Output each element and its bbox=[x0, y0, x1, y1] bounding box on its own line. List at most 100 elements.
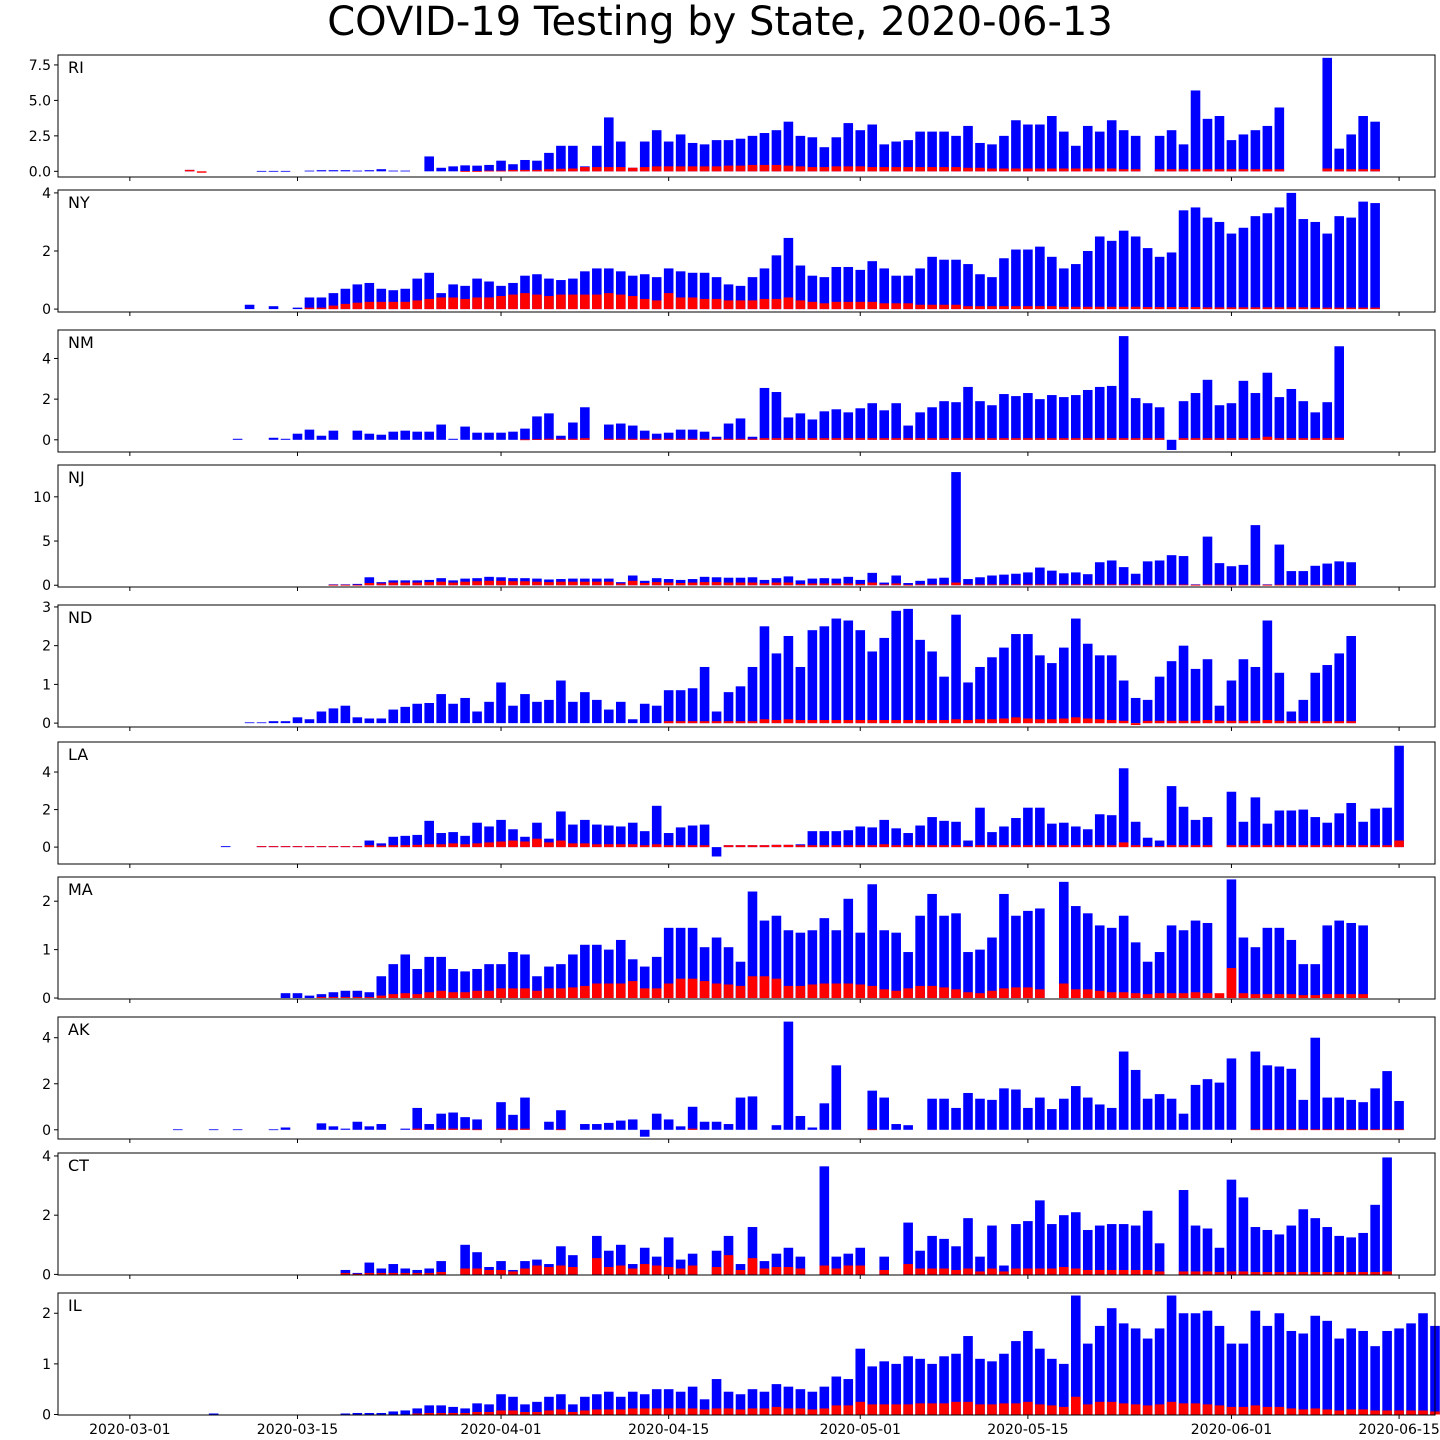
bar-total-nm bbox=[879, 410, 889, 440]
bar-positive-nj bbox=[340, 584, 351, 586]
bar-total-ct bbox=[1059, 1215, 1069, 1275]
bar-total-la bbox=[939, 820, 949, 848]
bar-positive-ri bbox=[1202, 169, 1213, 172]
bar-positive-la bbox=[364, 845, 375, 848]
bar-positive-ri bbox=[1011, 168, 1021, 172]
bar-total-ri bbox=[592, 145, 602, 172]
bar-total-nd bbox=[1214, 705, 1225, 724]
bar-total-ct bbox=[376, 1268, 387, 1275]
bar-total-ct bbox=[412, 1269, 423, 1275]
bar-total-la bbox=[879, 819, 889, 848]
y-tick-label: 10 bbox=[33, 490, 51, 506]
bar-total-nd bbox=[1023, 634, 1033, 724]
bar-positive-ny bbox=[508, 294, 518, 310]
bar-total-nm bbox=[831, 409, 842, 440]
bar-positive-ri bbox=[1214, 169, 1225, 172]
bar-positive-la bbox=[1178, 845, 1189, 848]
bar-total-la bbox=[927, 817, 937, 848]
bar-total-ri bbox=[1059, 131, 1069, 172]
bar-total-la bbox=[891, 828, 901, 848]
bar-total-ct bbox=[1274, 1234, 1285, 1275]
bar-total-la bbox=[843, 830, 854, 848]
bar-total-il bbox=[855, 1348, 866, 1415]
bar-total-nd bbox=[747, 666, 758, 724]
bar-total-ak bbox=[627, 1119, 638, 1130]
bar-total-il bbox=[723, 1391, 734, 1415]
bar-positive-ny bbox=[1106, 306, 1117, 310]
bar-total-il bbox=[508, 1396, 518, 1415]
bar-positive-ma bbox=[460, 992, 470, 999]
bar-total-nm bbox=[508, 431, 518, 440]
state-label-nm: NM bbox=[68, 333, 94, 352]
bar-total-nd bbox=[556, 680, 566, 724]
bar-total-ma bbox=[1023, 910, 1033, 999]
bar-positive-ma bbox=[999, 988, 1009, 999]
bar-positive-ma bbox=[484, 990, 494, 999]
y-tick-label: 4 bbox=[42, 1031, 51, 1047]
bar-total-ri bbox=[508, 164, 518, 172]
bar-total-ak bbox=[448, 1112, 458, 1130]
bar-positive-ri bbox=[843, 166, 854, 172]
bar-positive-la bbox=[268, 846, 279, 848]
bar-total-ak bbox=[651, 1113, 662, 1130]
bar-total-ri bbox=[819, 147, 830, 172]
bar-positive-ma bbox=[651, 988, 662, 999]
bar-total-ny bbox=[556, 280, 566, 310]
bar-positive-ri bbox=[1082, 168, 1093, 172]
bar-positive-la bbox=[639, 845, 650, 848]
bar-total-ri bbox=[1130, 135, 1141, 172]
bar-total-ri bbox=[496, 160, 506, 172]
bar-positive-nj bbox=[424, 582, 434, 586]
bar-positive-nm bbox=[747, 438, 758, 440]
bar-total-la bbox=[1166, 786, 1177, 848]
bar-total-nd bbox=[1190, 668, 1201, 724]
bar-positive-nj bbox=[663, 582, 674, 586]
y-tick-label: 2 bbox=[42, 894, 51, 910]
bar-total-ct bbox=[604, 1250, 614, 1275]
bar-total-ma bbox=[448, 968, 458, 999]
bar-total-ny bbox=[963, 264, 973, 310]
bar-positive-la bbox=[316, 846, 327, 848]
bar-positive-ct bbox=[687, 1265, 698, 1275]
bar-total-nj bbox=[831, 578, 842, 586]
bar-total-nd bbox=[723, 692, 734, 724]
bar-positive-nm bbox=[723, 438, 734, 440]
bar-positive-nj bbox=[520, 581, 530, 586]
bar-total-ak bbox=[316, 1123, 327, 1130]
bar-positive-nj bbox=[1238, 584, 1249, 586]
bar-positive-il bbox=[951, 1401, 961, 1415]
bar-total-nd bbox=[328, 708, 339, 724]
bar-total-nd bbox=[484, 701, 494, 724]
bar-positive-ri bbox=[556, 168, 566, 172]
bar-total-nj bbox=[1346, 562, 1356, 586]
bar-total-ak bbox=[879, 1097, 889, 1130]
bar-total-ri bbox=[963, 125, 973, 172]
bar-total-nm bbox=[544, 413, 554, 440]
bar-positive-ct bbox=[1370, 1272, 1380, 1275]
bar-total-ct bbox=[615, 1244, 626, 1275]
bar-positive-ma bbox=[747, 976, 758, 999]
bar-total-nj bbox=[1238, 564, 1249, 586]
bar-total-il bbox=[891, 1363, 901, 1415]
bar-total-nm bbox=[651, 433, 662, 440]
bar-total-nm bbox=[735, 418, 746, 440]
bar-positive-ct bbox=[711, 1267, 722, 1275]
bar-total-nj bbox=[1118, 567, 1129, 586]
bar-total-nj bbox=[807, 578, 818, 586]
bar-total-ct bbox=[592, 1235, 602, 1275]
bar-total-ny bbox=[975, 274, 985, 310]
bar-total-il bbox=[1406, 1323, 1416, 1415]
bar-total-ma bbox=[1178, 930, 1189, 999]
bar-positive-ny bbox=[831, 301, 842, 310]
bar-positive-ri bbox=[807, 167, 818, 172]
bar-total-ct bbox=[915, 1250, 925, 1275]
bar-total-nd bbox=[604, 709, 614, 724]
bar-total-nd bbox=[687, 688, 698, 724]
bar-positive-ct bbox=[544, 1267, 554, 1275]
bar-total-nj bbox=[1202, 536, 1213, 586]
bar-positive-ri bbox=[604, 167, 614, 172]
bar-positive-nm bbox=[568, 438, 578, 440]
bar-total-la bbox=[1023, 807, 1033, 848]
bar-total-nm bbox=[1070, 395, 1081, 440]
bar-positive-il bbox=[592, 1409, 602, 1415]
